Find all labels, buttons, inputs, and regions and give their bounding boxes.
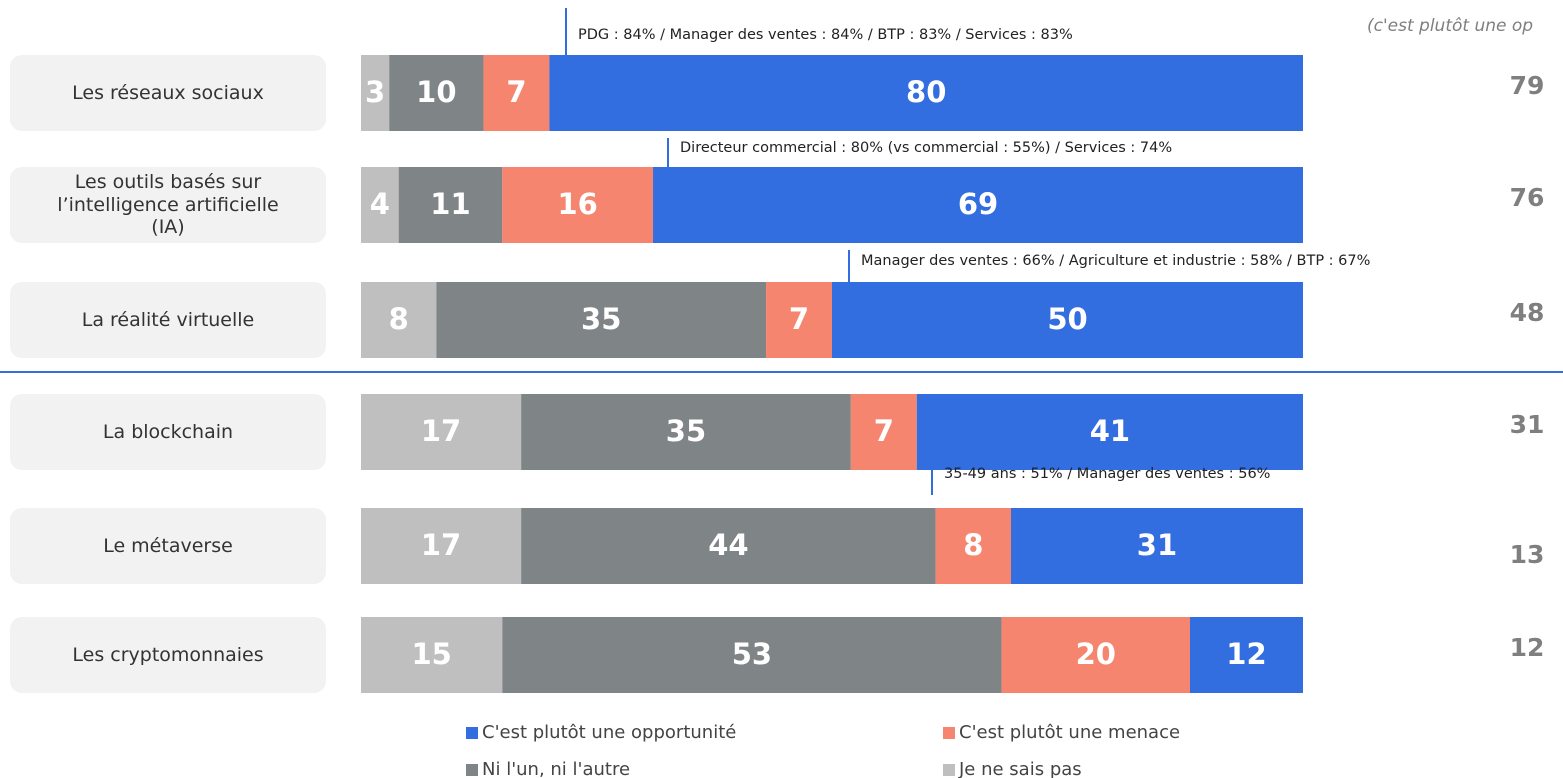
legend-label: Ni l'un, ni l'autre [482,759,630,778]
bar-segment [916,394,1303,470]
value-label: 69 [958,187,998,221]
category-label: La réalité virtuelle [10,282,326,358]
right-value: 79 [1510,71,1545,100]
value-label: 12 [1226,637,1266,671]
annotation: 35-49 ans : 51% / Manager des ventes : 5… [944,466,1270,482]
annotation: PDG : 84% / Manager des ventes : 84% / B… [578,27,1073,43]
value-label: 7 [506,75,526,109]
value-label: 15 [411,637,451,671]
bar-segment [1010,508,1303,584]
bar-segment [361,55,390,131]
bar-segment [935,508,1011,584]
value-label: 31 [1137,528,1177,562]
right-value: 12 [1510,633,1545,662]
right-value: 31 [1510,410,1545,439]
legend-swatch [466,727,478,739]
value-label: 35 [581,302,621,336]
value-label: 44 [708,528,748,562]
bar-segment [766,282,832,358]
category-label: Les réseaux sociaux [10,55,326,131]
value-label: 41 [1090,414,1130,448]
bar-segment [502,167,654,243]
legend-label: C'est plutôt une opportunité [482,722,736,743]
right-value: 48 [1510,298,1545,327]
bar-segment [850,394,917,470]
bar-segment [436,282,767,358]
value-label: 17 [421,414,461,448]
legend-label: Je ne sais pas [958,759,1082,778]
category-label: La blockchain [10,394,326,470]
bar-segment [521,508,936,584]
legend-label: C'est plutôt une menace [959,722,1180,743]
right-header: (c'est plutôt une op [1367,16,1533,36]
value-label: 11 [430,187,470,221]
legend-swatch [943,764,955,776]
category-label: Les outils basés sur l’intelligence arti… [10,167,326,243]
value-label: 4 [370,187,390,221]
value-label: 7 [874,414,894,448]
value-label: 17 [421,528,461,562]
bar-segment [549,55,1303,131]
value-label: 16 [557,187,597,221]
bar-segment [361,282,437,358]
bar-segment [653,167,1303,243]
value-label: 7 [789,302,809,336]
annotation: Manager des ventes : 66% / Agriculture e… [861,253,1370,269]
legend-swatch [943,727,955,739]
value-label: 80 [906,75,946,109]
bar-segment [361,508,522,584]
bar-segment [398,167,503,243]
bar-segment [389,55,484,131]
bar-segment [361,617,503,693]
bar-segment [361,167,399,243]
bar-segment [521,394,851,470]
right-value: 76 [1510,183,1545,212]
bar-segment [832,282,1303,358]
value-label: 10 [416,75,456,109]
category-label: Le métaverse [10,508,326,584]
value-label: 20 [1076,637,1116,671]
bar-segment [361,394,522,470]
bar-segment [1189,617,1303,693]
bar-segment [1001,617,1190,693]
bar-segment [502,617,1002,693]
value-label: 35 [666,414,706,448]
value-label: 8 [963,528,983,562]
legend-swatch [466,764,478,776]
value-label: 8 [389,302,409,336]
annotation: Directeur commercial : 80% (vs commercia… [680,140,1172,156]
value-label: 3 [365,75,385,109]
value-label: 53 [732,637,772,671]
right-value: 13 [1510,540,1545,569]
category-label: Les cryptomonnaies [10,617,326,693]
bar-segment [483,55,550,131]
value-label: 50 [1047,302,1087,336]
